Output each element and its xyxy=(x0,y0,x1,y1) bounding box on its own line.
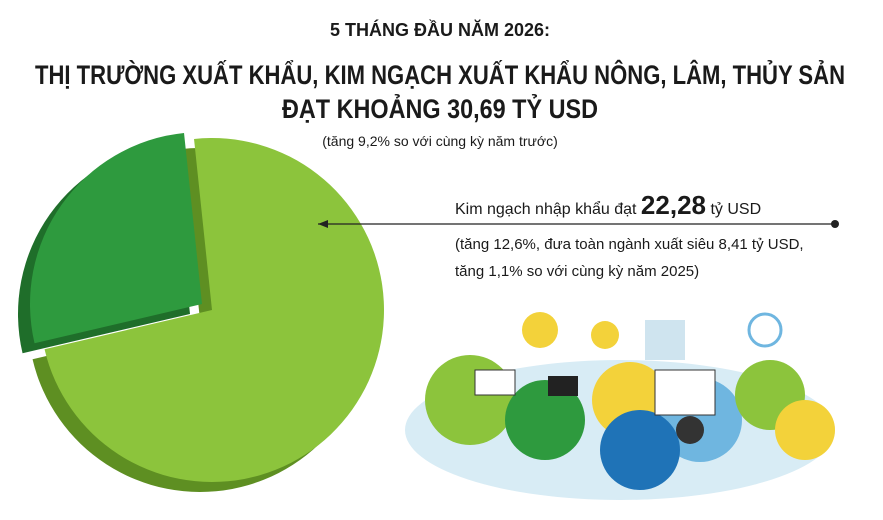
pie-slice xyxy=(30,132,203,344)
pie-slice xyxy=(44,137,384,482)
subtitle: (tăng 9,2% so với cùng kỳ năm trước) xyxy=(322,133,557,149)
annotation-line: (tăng 12,6%, đưa toàn ngành xuất siêu 8,… xyxy=(455,236,804,253)
pie xyxy=(17,132,384,492)
annotation-value: 22,28 xyxy=(641,190,706,220)
pointer-dot xyxy=(831,220,839,228)
kicker: 5 THÁNG ĐẦU NĂM 2026: xyxy=(330,19,550,40)
illustration xyxy=(405,312,835,500)
annotation-text: Kim ngạch nhập khẩu đạt xyxy=(455,200,637,218)
title-line: THỊ TRƯỜNG XUẤT KHẨU, KIM NGẠCH XUẤT KHẨ… xyxy=(35,58,845,90)
title-line: ĐẠT KHOẢNG 30,69 TỶ USD xyxy=(282,92,598,124)
annotation-line: tăng 1,1% so với cùng kỳ năm 2025) xyxy=(455,263,699,280)
annotation: Kim ngạch nhập khẩu đạt 22,28 tỷ USD xyxy=(455,190,761,220)
annotation-text: tỷ USD xyxy=(710,201,761,218)
pointer-arrow xyxy=(318,220,328,228)
